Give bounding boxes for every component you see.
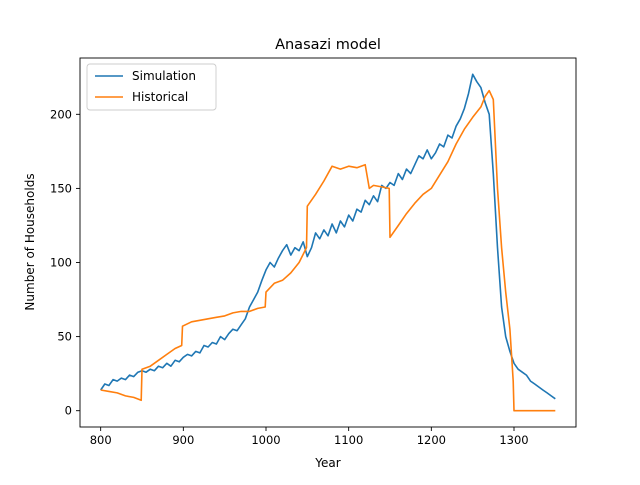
x-axis-ticks: 800 900 1000 1100 1200 1300 [90,427,529,447]
y-axis-ticks: 0 50 100 150 200 [50,107,80,418]
x-tick-label: 1300 [499,433,528,447]
y-axis-label: Number of Households [23,173,37,310]
y-tick-label: 100 [50,256,72,270]
y-tick-label: 50 [57,330,72,344]
x-tick-label: 1200 [417,433,446,447]
plot-frame [79,57,577,428]
y-tick-label: 0 [65,404,72,418]
y-tick-label: 150 [50,181,72,195]
legend: Simulation Historical [86,63,217,111]
legend-label-simulation: Simulation [132,69,196,83]
x-tick-label: 1000 [251,433,280,447]
x-tick-label: 800 [90,433,112,447]
x-axis-label: Year [314,456,340,470]
plot-area [79,57,577,428]
x-tick-label: 1100 [334,433,363,447]
chart-title: Anasazi model [275,37,381,53]
legend-label-historical: Historical [132,90,188,104]
series-line-simulation [100,73,556,400]
series-line-historical [100,89,556,412]
y-tick-label: 200 [50,107,72,121]
x-tick-label: 900 [172,433,194,447]
